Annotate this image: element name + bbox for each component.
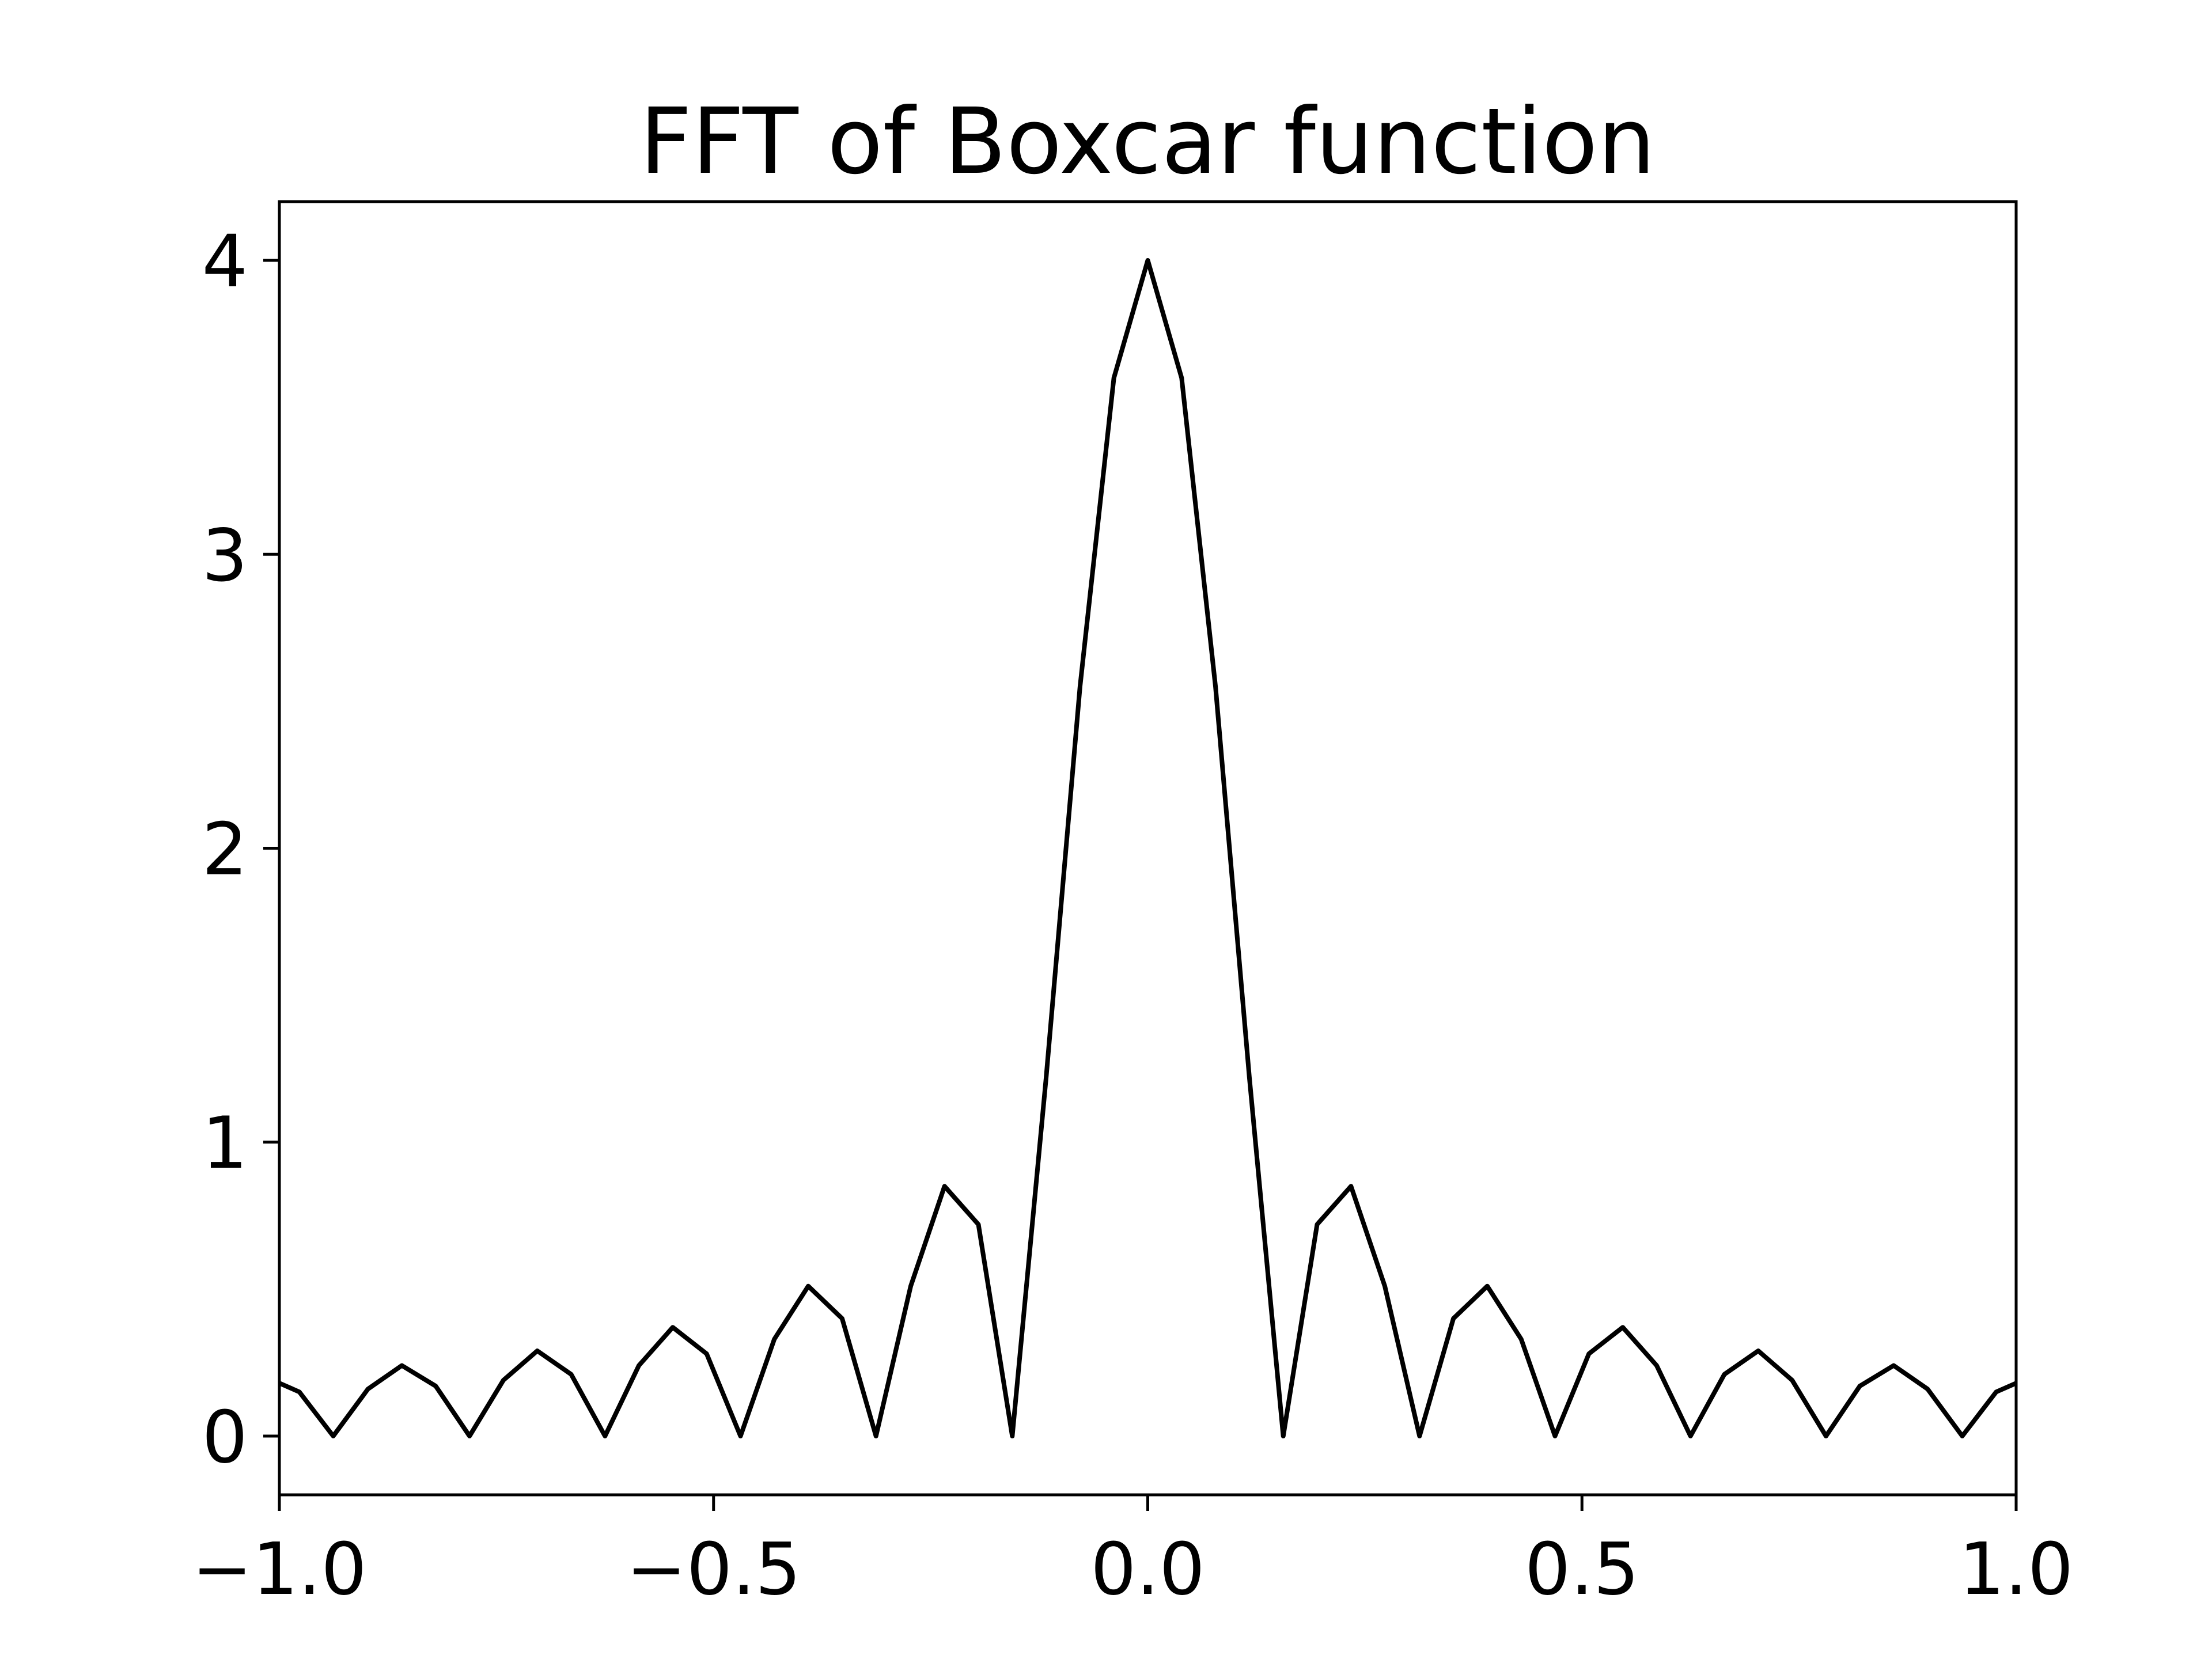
x-axis: −1.0 −0.5 0.0 0.5 1.0 xyxy=(192,1495,2073,1611)
x-tick-label: −1.0 xyxy=(192,1528,367,1611)
y-tick-label: 2 xyxy=(202,808,248,892)
x-tick-label: −0.5 xyxy=(626,1528,801,1611)
chart-title: FFT of Boxcar function xyxy=(639,89,1655,195)
x-tick-label: 1.0 xyxy=(1959,1528,2074,1611)
x-tick-label: 0.0 xyxy=(1090,1528,1205,1611)
x-tick-label: 0.5 xyxy=(1525,1528,1639,1611)
y-axis: 0 1 2 3 4 xyxy=(202,220,279,1479)
plot-area xyxy=(279,258,2016,1438)
axes-frame xyxy=(278,200,2018,1497)
series-line-0 xyxy=(279,258,2016,1438)
y-tick-label: 0 xyxy=(202,1396,248,1479)
y-tick-label: 4 xyxy=(202,220,248,304)
y-tick-label: 3 xyxy=(202,514,248,597)
y-tick-label: 1 xyxy=(202,1102,248,1185)
